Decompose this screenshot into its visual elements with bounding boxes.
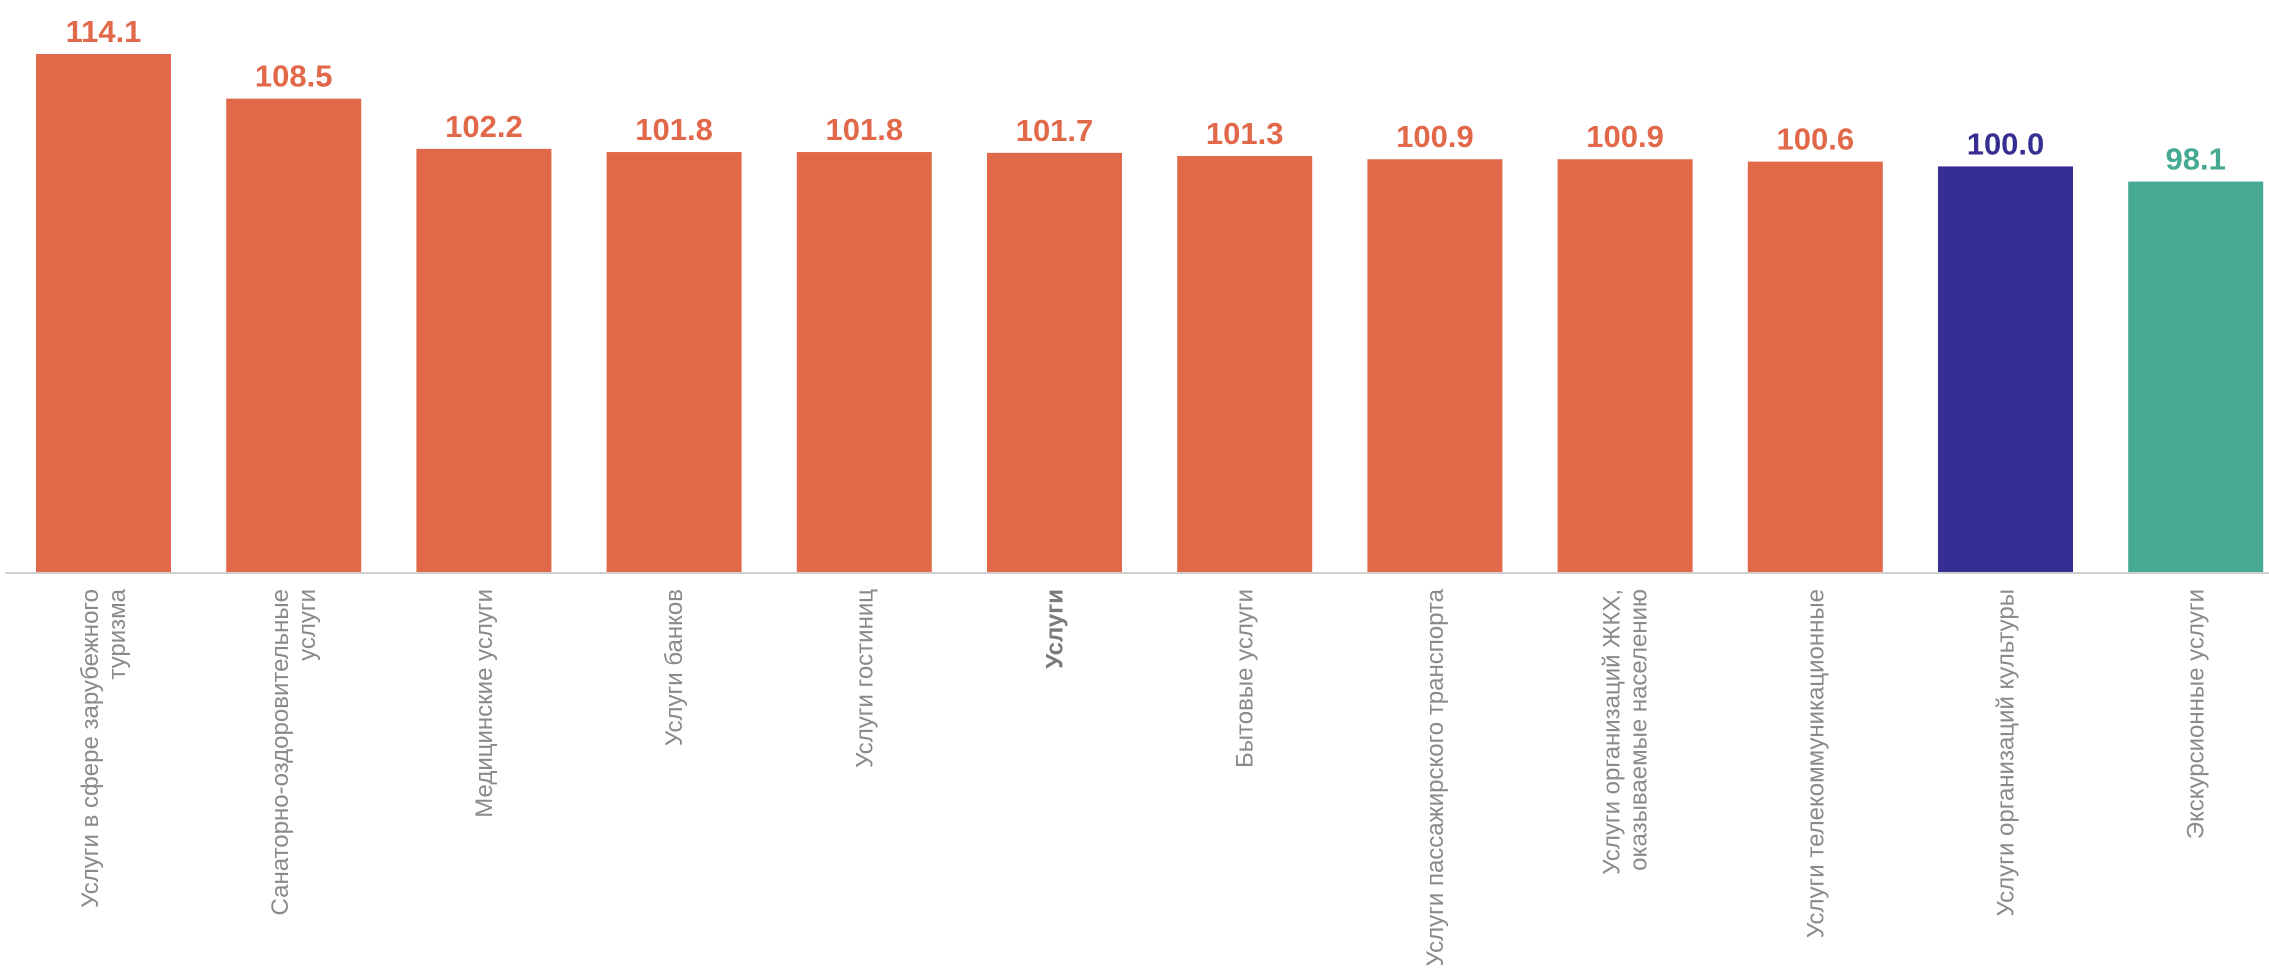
category-label-2: Санаторно-оздоровительные услуги xyxy=(267,589,321,915)
value-label-12: 98.1 xyxy=(2166,142,2226,177)
category-label-line: туризма xyxy=(104,588,131,679)
value-label-3: 102.2 xyxy=(445,109,523,144)
category-label-line: Услуги гостиниц xyxy=(851,589,878,768)
category-label-line: Услуги банков xyxy=(661,589,688,746)
bar-5 xyxy=(796,152,932,573)
category-label-line: Услуги организаций культуры xyxy=(1993,589,2020,916)
value-label-10: 100.6 xyxy=(1777,122,1855,157)
bar-10 xyxy=(1747,161,1883,574)
bar-4 xyxy=(606,152,742,573)
category-label-line: оказываемые населению xyxy=(1626,589,1653,871)
category-label-line: Услуги организаций ЖКХ, xyxy=(1599,589,1626,875)
category-label-3: Медицинские услуги xyxy=(471,589,498,818)
category-label-line: Санаторно-оздоровительные xyxy=(267,589,294,915)
category-label-line: Медицинские услуги xyxy=(471,589,498,818)
category-label-12: Экскурсионные услуги xyxy=(2183,589,2210,839)
category-label-4: Услуги банков xyxy=(661,589,688,746)
category-label-line: услуги xyxy=(294,589,321,661)
bar-8 xyxy=(1367,159,1503,573)
category-label-11: Услуги организаций культуры xyxy=(1993,589,2020,916)
bar-12 xyxy=(2128,181,2264,573)
category-label-line: Услуги телекоммуникационные xyxy=(1802,589,1829,938)
value-label-7: 101.3 xyxy=(1206,116,1284,151)
category-label-1: Услуги в сфере зарубежного туризма xyxy=(77,588,131,907)
value-labels-group: 114.1 108.5 102.2 101.8 101.8 101.7 101.3 100.9… xyxy=(66,14,2226,177)
category-label-5: Услуги гостиниц xyxy=(851,589,878,768)
category-label-line: Услуги xyxy=(1042,589,1069,669)
bar-3 xyxy=(416,148,552,573)
value-label-5: 101.8 xyxy=(826,112,904,147)
value-label-6: 101.7 xyxy=(1016,113,1094,148)
category-labels-group: Услуги в сфере зарубежного туризма Санатор… xyxy=(77,588,2210,966)
category-label-10: Услуги телекоммуникационные xyxy=(1802,589,1829,938)
category-label-7: Бытовые услуги xyxy=(1232,589,1259,768)
value-label-1: 114.1 xyxy=(66,14,142,49)
bar-2 xyxy=(226,98,362,573)
bar-6 xyxy=(987,152,1122,573)
bars-group xyxy=(36,54,2264,574)
value-label-11: 100.0 xyxy=(1967,126,2045,161)
bar-9 xyxy=(1557,159,1693,573)
category-label-9: Услуги организаций ЖКХ, оказываемые насел… xyxy=(1599,589,1653,875)
category-label-6: Услуги xyxy=(1042,589,1069,669)
bar-7 xyxy=(1177,156,1313,573)
bar-11 xyxy=(1938,166,2073,573)
value-label-4: 101.8 xyxy=(635,112,713,147)
value-label-9: 100.9 xyxy=(1586,119,1664,154)
bar-1 xyxy=(36,54,171,573)
category-label-line: Услуги пассажирского транспорта xyxy=(1422,588,1449,966)
category-label-line: Услуги в сфере зарубежного xyxy=(77,589,104,908)
category-label-line: Экскурсионные услуги xyxy=(2183,589,2210,839)
category-label-line: Бытовые услуги xyxy=(1232,589,1259,768)
value-label-8: 100.9 xyxy=(1396,119,1474,154)
category-label-8: Услуги пассажирского транспорта xyxy=(1422,588,1449,966)
value-label-2: 108.5 xyxy=(255,59,333,94)
